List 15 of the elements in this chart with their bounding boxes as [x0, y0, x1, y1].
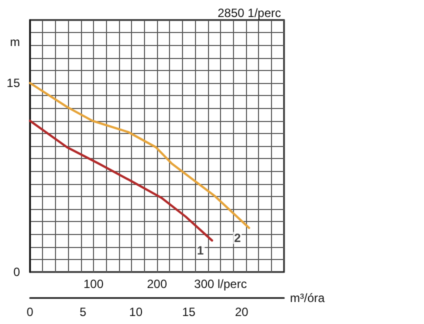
line-series	[28, 120, 214, 242]
x-axis-title: m³/óra	[290, 291, 325, 305]
y-axis-title: m	[10, 35, 20, 49]
annotation: 2	[234, 230, 242, 245]
annotation: 1	[197, 244, 204, 258]
x-tick-label: 0	[26, 305, 34, 319]
x2-tick-label: 100	[83, 277, 104, 291]
x2-tick-label: 300 l/perc	[194, 277, 247, 291]
x-tick-label: 10	[129, 305, 143, 319]
chart-title: 2850 1/perc	[218, 6, 282, 20]
x-tick-label: 15	[182, 305, 196, 319]
line-series	[28, 82, 250, 229]
x2-tick-label: 200	[146, 277, 168, 291]
x-tick-label: 20	[234, 305, 249, 319]
x-tick-label: 5	[80, 305, 87, 319]
